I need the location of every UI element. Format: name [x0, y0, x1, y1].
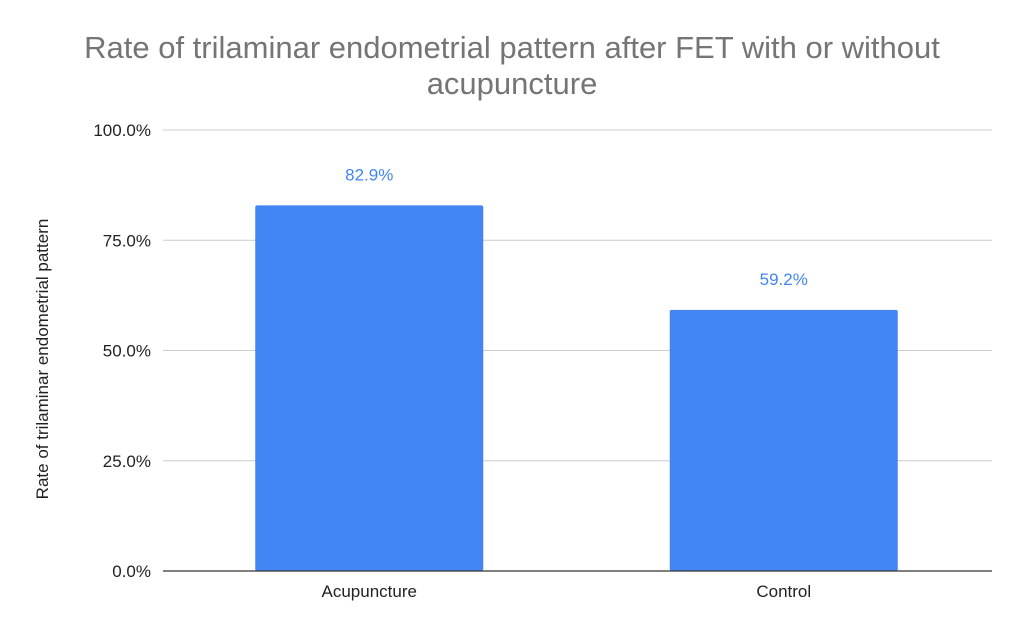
data-label: 59.2%	[760, 270, 808, 289]
bar-control	[669, 309, 898, 571]
chart-title-line-1: Rate of trilaminar endometrial pattern a…	[84, 30, 940, 65]
y-tick-label: 50.0%	[103, 342, 151, 361]
y-axis-title: Rate of trilaminar endometrial pattern	[33, 219, 52, 500]
y-tick-label: 0.0%	[112, 562, 151, 581]
bar-acupuncture	[255, 205, 484, 571]
y-tick-label: 100.0%	[93, 121, 151, 140]
chart-title-line-2: acupuncture	[426, 66, 598, 101]
labels: 0.0% 25.0% 50.0% 75.0% 100.0% 82.9% Acupunctur…	[93, 121, 811, 601]
y-tick-label: 25.0%	[103, 452, 151, 471]
x-category-label: Acupuncture	[322, 582, 417, 601]
y-tick-label: 75.0%	[103, 231, 151, 250]
data-label: 82.9%	[345, 165, 393, 184]
chart-title: Rate of trilaminar endometrial pattern a…	[0, 30, 1024, 102]
bars	[255, 205, 898, 571]
x-category-label: Control	[756, 582, 811, 601]
